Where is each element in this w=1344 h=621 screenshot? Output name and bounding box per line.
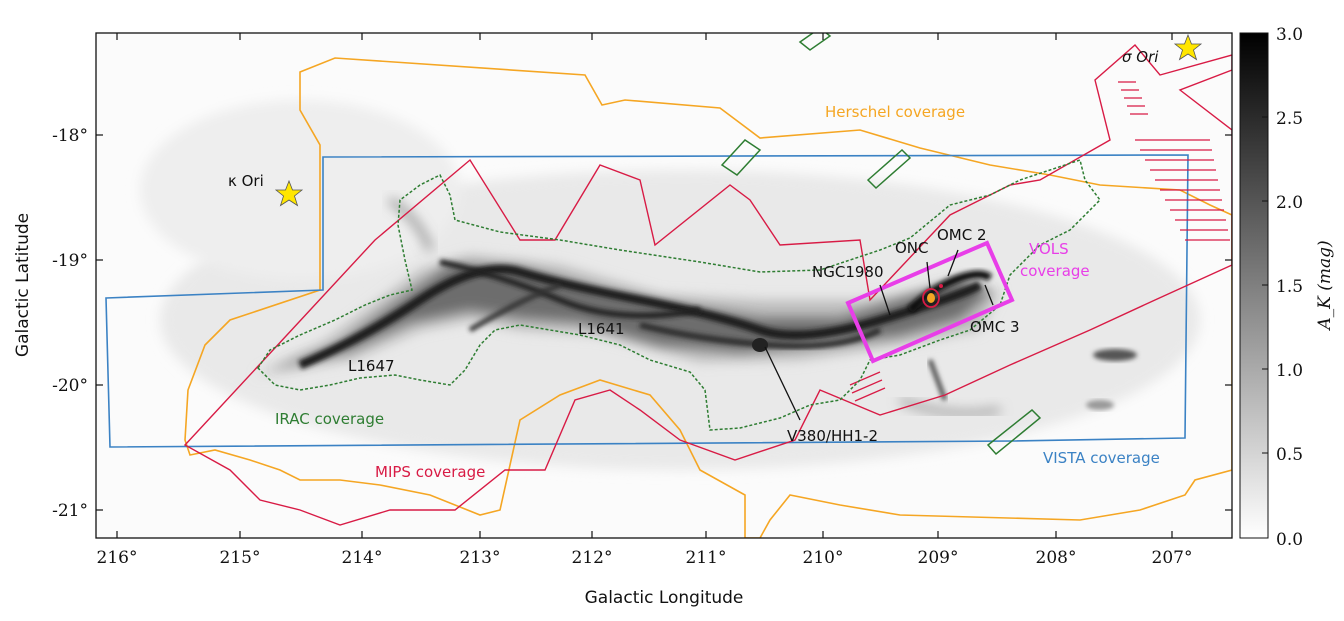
y-tick-minus21: -21° <box>52 501 88 521</box>
herschel-coverage-outline <box>184 57 1232 538</box>
x-tick-209: 209° <box>918 548 959 568</box>
colorbar-label: A_K (mag) <box>1315 240 1335 331</box>
kappa-ori-label: κ Ori <box>228 172 264 190</box>
vista-coverage-outline <box>105 154 1189 448</box>
herschel-coverage-label: Herschel coverage <box>825 103 965 121</box>
x-axis-title: Galactic Longitude <box>585 588 744 608</box>
x-tick-210: 210° <box>803 548 844 568</box>
v380-label: V380/HH1-2 <box>787 427 878 445</box>
omc2-label: OMC 2 <box>937 226 987 244</box>
x-tick-207: 207° <box>1152 548 1193 568</box>
cb-tick-2-5: 2.5 <box>1276 109 1303 129</box>
vols-coverage-label-line2: coverage <box>1020 262 1090 280</box>
y-tick-minus20: -20° <box>52 376 88 396</box>
l1647-label: L1647 <box>348 357 395 375</box>
y-axis-title: Galactic Latitude <box>13 213 33 357</box>
cb-tick-1-5: 1.5 <box>1276 277 1303 297</box>
plot-frame <box>95 32 1233 539</box>
cb-tick-3-0: 3.0 <box>1276 25 1303 45</box>
mips-hatching <box>849 81 1230 402</box>
irac-coverage-outline <box>257 159 1101 431</box>
ngc1980-label: NGC1980 <box>812 263 884 281</box>
x-tick-213: 213° <box>460 548 501 568</box>
cb-tick-0-5: 0.5 <box>1276 445 1303 465</box>
omc3-label: OMC 3 <box>970 318 1020 336</box>
irac-small-fields <box>720 33 1042 456</box>
kappa-ori-star-icon <box>274 179 304 207</box>
x-tick-215: 215° <box>220 548 261 568</box>
x-tick-212: 212° <box>572 548 613 568</box>
annotation-pointers <box>764 249 994 421</box>
x-tick-214: 214° <box>342 548 383 568</box>
x-tick-216: 216° <box>97 548 138 568</box>
y-axis-ticks <box>96 134 1232 511</box>
x-tick-211: 211° <box>686 548 727 568</box>
irac-coverage-label: IRAC coverage <box>275 410 384 428</box>
mips-coverage-label: MIPS coverage <box>375 463 485 481</box>
onc-label: ONC <box>895 239 929 257</box>
x-axis-ticks <box>116 33 1173 538</box>
vista-coverage-label: VISTA coverage <box>1043 449 1160 467</box>
vols-coverage-box <box>845 240 1015 364</box>
l1641-label: L1641 <box>578 320 625 338</box>
x-tick-208: 208° <box>1036 548 1077 568</box>
cb-tick-2-0: 2.0 <box>1276 193 1303 213</box>
onc-marker <box>922 284 943 308</box>
mips-coverage-outline <box>183 44 1232 526</box>
colorbar-ticks <box>1262 32 1268 539</box>
sigma-ori-star-icon <box>1173 33 1203 61</box>
y-tick-minus18: -18° <box>52 126 88 146</box>
vols-coverage-label-line1: VOLS <box>1029 240 1069 258</box>
cb-tick-0-0: 0.0 <box>1276 530 1303 550</box>
y-tick-minus19: -19° <box>52 251 88 271</box>
cb-tick-1-0: 1.0 <box>1276 361 1303 381</box>
sigma-ori-label: σ Ori <box>1122 48 1159 66</box>
